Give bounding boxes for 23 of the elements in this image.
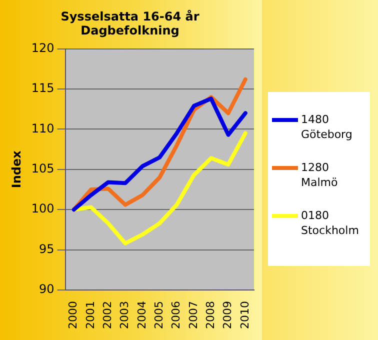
y-tick-label: 100 [31,202,54,216]
x-tick-label: 2007 [186,301,200,330]
y-tick-label: 95 [39,242,54,256]
y-tick-label: 110 [31,121,54,136]
legend-label: 0180 Stockholm [301,208,360,238]
y-tick-label: 120 [31,40,54,55]
x-tick-label: 2010 [238,301,252,330]
chart-title: Sysselsatta 16-64 år Dagbefolkning [60,9,200,38]
y-tick-label: 90 [39,282,54,296]
x-tick-label: 2008 [204,301,217,330]
x-tick-label: 2001 [84,301,97,330]
x-tick-label: 2005 [152,301,166,330]
y-tick-label: 115 [31,81,54,96]
x-tick-label: 2003 [118,301,132,330]
x-tick-label: 2009 [221,301,234,330]
x-tick-label: 2002 [101,301,114,330]
x-tick-label: 2000 [66,301,80,330]
x-tick-label: 2006 [170,301,183,330]
y-axis-title: Index [9,150,24,188]
legend-label: 1280 Malmö [301,160,339,190]
legend-label: 1480 Göteborg [301,112,354,142]
y-tick-label: 105 [31,162,54,176]
x-tick-label: 2004 [135,301,148,330]
